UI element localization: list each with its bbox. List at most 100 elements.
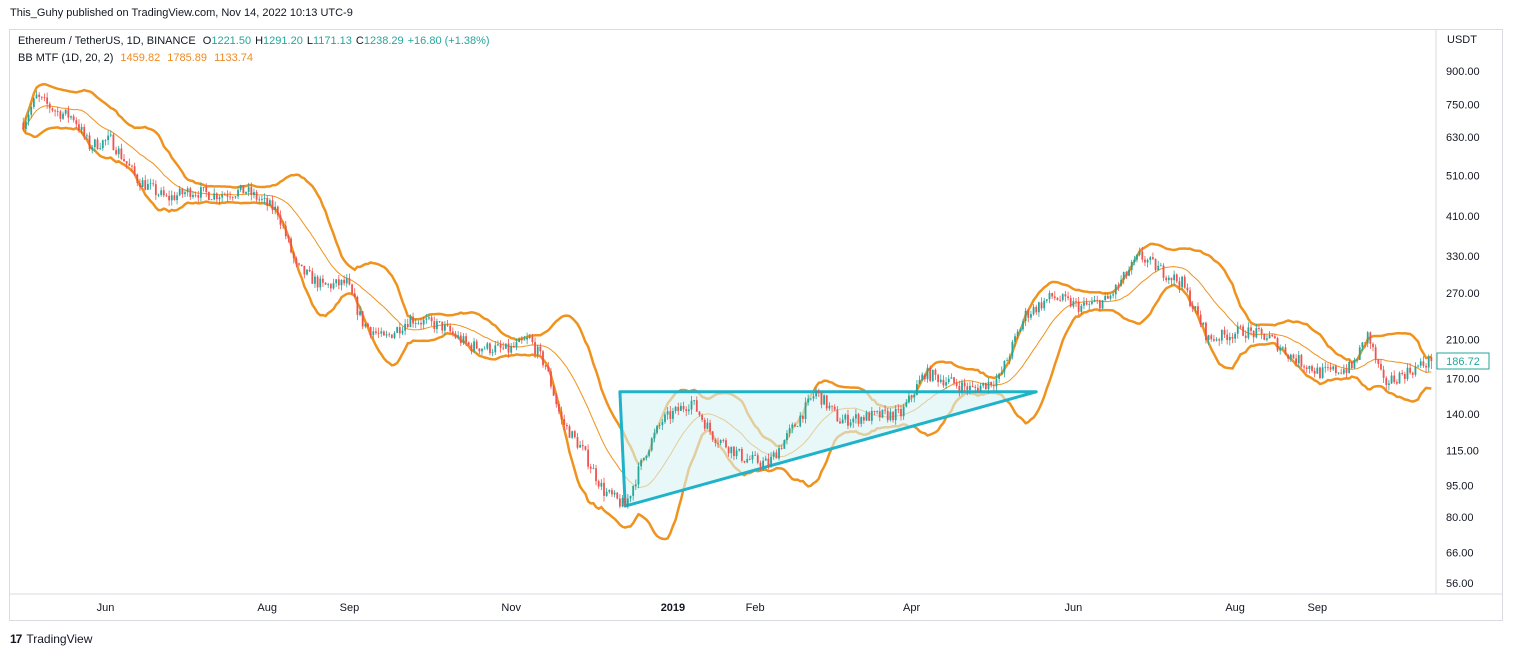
currency-label[interactable]: USDT — [1447, 34, 1477, 46]
price-tick-label: 80.00 — [1446, 512, 1474, 524]
candle-body — [1255, 328, 1258, 338]
candle-body — [499, 344, 502, 348]
candle-body — [1053, 296, 1056, 299]
candle-body — [626, 498, 629, 507]
candle-body — [1035, 306, 1038, 313]
candle-body — [96, 139, 99, 150]
candle-body — [396, 327, 399, 333]
candle-body — [1154, 259, 1157, 271]
candle-body — [937, 374, 940, 383]
candle-body — [1276, 338, 1279, 351]
candle-body — [889, 411, 892, 421]
candle-body — [115, 150, 117, 155]
candle-body — [1311, 365, 1313, 371]
candle-body — [515, 342, 518, 347]
price-tick-label: 56.00 — [1446, 578, 1474, 590]
price-tick-label: 210.00 — [1446, 334, 1480, 346]
candle-body — [282, 224, 285, 226]
candle-body — [25, 121, 27, 130]
candle-body — [873, 411, 876, 412]
indicator-value-lower: 1133.74 — [214, 52, 254, 64]
candle-body — [263, 197, 266, 200]
candle-body — [390, 334, 393, 339]
candle-body — [1128, 270, 1130, 276]
candle-body — [154, 184, 157, 196]
candle-body — [157, 194, 160, 196]
candle-body — [868, 412, 871, 421]
symbol-name[interactable]: Ethereum / TetherUS, 1D, BINANCE — [18, 35, 196, 47]
triangle-pattern[interactable] — [618, 390, 1038, 508]
candle-body — [247, 187, 250, 192]
candle-body — [884, 409, 886, 411]
tradingview-logo[interactable]: 17 TradingView — [10, 632, 92, 646]
candle-body — [632, 485, 635, 496]
candle-body — [1390, 375, 1393, 384]
last-price-label: 186.72 — [1446, 356, 1480, 368]
candle-body — [207, 192, 210, 200]
candle-body — [1117, 284, 1120, 286]
candle-body — [1080, 305, 1083, 312]
candle-body — [104, 140, 107, 141]
candle-body — [210, 199, 213, 201]
candle-body — [324, 282, 327, 285]
candle-body — [1342, 369, 1345, 374]
candle-body — [595, 468, 597, 482]
candle-body — [1358, 347, 1361, 360]
price-tick-label: 115.00 — [1446, 445, 1479, 457]
candle-body — [451, 331, 454, 334]
candle-body — [253, 192, 255, 196]
candle-body — [165, 195, 168, 197]
candle-body — [796, 426, 799, 428]
candle-body — [788, 428, 791, 434]
candle-body — [1395, 382, 1398, 384]
candle-body — [255, 192, 258, 200]
candle-body — [1215, 339, 1218, 341]
price-axis[interactable]: 900.00 750.00 630.00 510.00 410.00 330.00 270.… — [1446, 66, 1480, 590]
candle-body — [475, 341, 478, 349]
candle-body — [1281, 347, 1284, 349]
candle-body — [563, 419, 566, 425]
candle-body — [62, 113, 64, 119]
candle-body — [414, 323, 417, 324]
candle-body — [613, 492, 616, 495]
candle-body — [88, 135, 91, 149]
candle-body — [213, 193, 216, 200]
candle-body — [1393, 375, 1396, 383]
candle-body — [266, 197, 269, 206]
indicator-name[interactable]: BB MTF (1D, 20, 2) — [18, 52, 114, 64]
time-axis[interactable]: Jun Aug Sep Nov 2019 Feb Apr Jun Aug Sep — [97, 602, 1328, 614]
candle-body — [194, 195, 197, 196]
candle-body — [1242, 326, 1244, 336]
candle-body — [762, 460, 765, 467]
candle-body — [48, 103, 51, 109]
candle-body — [30, 106, 33, 115]
candle-body — [1170, 277, 1173, 281]
ascending-triangle[interactable] — [618, 390, 1038, 508]
candle-body — [1419, 361, 1422, 366]
candle-body — [902, 406, 905, 417]
candle-body — [836, 409, 839, 422]
candle-body — [1091, 301, 1093, 304]
candle-body — [457, 335, 460, 338]
candle-body — [717, 442, 719, 444]
candle-body — [552, 386, 555, 396]
candle-body — [1125, 272, 1128, 276]
high-label: H — [255, 35, 264, 47]
candle-body — [335, 279, 338, 284]
candle-body — [1093, 300, 1096, 302]
candle-body — [1388, 383, 1390, 385]
candle-body — [756, 455, 759, 463]
candle-body — [173, 195, 176, 201]
candle-body — [865, 412, 868, 421]
candle-body — [759, 462, 762, 467]
candle-body — [1112, 294, 1115, 296]
open-label: O — [202, 35, 212, 47]
candle-body — [656, 425, 658, 433]
candle-body — [783, 440, 786, 449]
candle-body — [589, 466, 592, 469]
candle-body — [857, 414, 860, 424]
candle-body — [70, 116, 72, 118]
candle-body — [714, 439, 717, 443]
candle-body — [881, 409, 884, 418]
